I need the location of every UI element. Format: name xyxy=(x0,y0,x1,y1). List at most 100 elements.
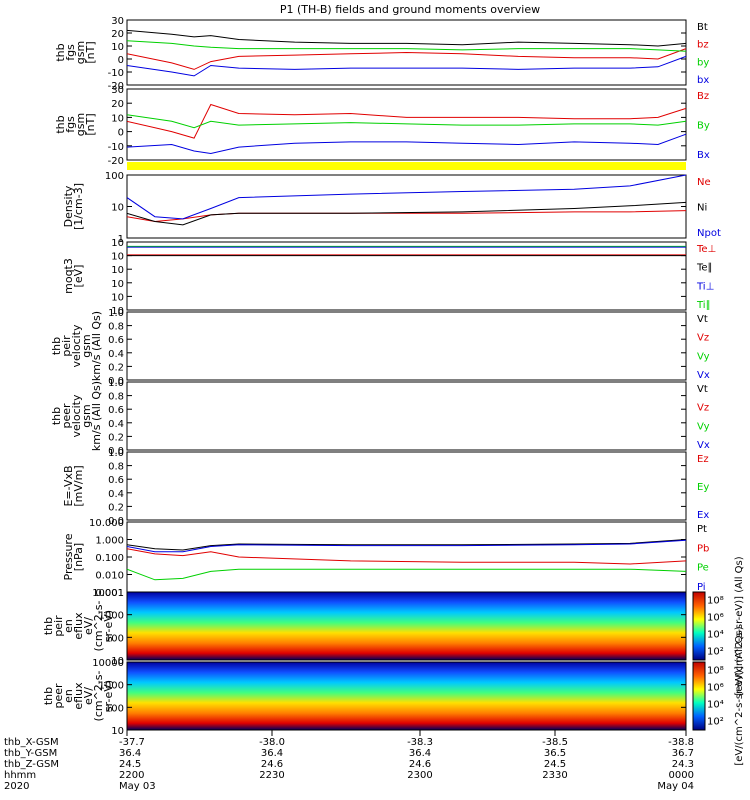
y-tick-label: 0.8 xyxy=(108,322,124,333)
y-label-line: [nT] xyxy=(84,41,97,63)
axis-row-value: -38.8 xyxy=(668,737,694,748)
series-Pe xyxy=(126,568,687,581)
axis-row-value: 36.4 xyxy=(119,748,141,759)
axis-row-value: 24.5 xyxy=(544,759,566,770)
y-tick-label: 0.2 xyxy=(108,432,124,443)
legend-Vz: Vz xyxy=(697,403,709,414)
y-label-line: gsm xyxy=(80,404,93,427)
y-tick-label: 0.4 xyxy=(108,349,124,360)
y-tick-label: -10 xyxy=(108,68,124,79)
legend-Ti∥: Ti∥ xyxy=(696,300,711,311)
bottom-axis: thb_X-GSM -37.7 -38.0 -38.3 -38.5 -38.8 thb_Y-… xyxy=(4,730,694,792)
y-label-line: peer xyxy=(52,683,65,709)
y-label-line: [nT] xyxy=(84,113,97,135)
y-tick-label: 0 xyxy=(118,128,124,139)
y-tick-label: 30 xyxy=(111,16,124,27)
legend-Vy: Vy xyxy=(697,421,710,432)
y-label-line: eflux xyxy=(72,612,85,640)
colorbar: 10⁸ 10⁶ 10⁴ 10² [eV/(cm^2-s-sr-eV)] (All Qs) xyxy=(692,556,745,696)
colorbar: 10⁸ 10⁶ 10⁴ 10² [eV/(cm^2-s-sr-eV)] (All Qs) xyxy=(692,626,745,766)
y-tick-label: 0 xyxy=(118,55,124,66)
y-label-line: thb xyxy=(54,43,67,61)
axis-row-value: 2200 xyxy=(119,770,144,781)
y-tick-label: 10 xyxy=(111,726,124,737)
legend-Bz: Bz xyxy=(697,91,709,102)
axis-row-value: 2230 xyxy=(259,770,284,781)
y-tick-label: 0.4 xyxy=(108,489,124,500)
y-label-line: peer xyxy=(60,403,73,429)
legend-Vz: Vz xyxy=(697,333,709,344)
axis-row-label: thb_X-GSM xyxy=(4,737,59,748)
legend-By: By xyxy=(697,121,710,132)
legend-Pb: Pb xyxy=(697,543,709,554)
y-label-line: peir xyxy=(52,615,65,637)
y-label-line: en xyxy=(62,619,75,633)
legend-Vt: Vt xyxy=(697,384,708,395)
axis-row-label: hhmm xyxy=(4,770,36,781)
series-Bz xyxy=(126,103,687,139)
y-tick-label: 1000 xyxy=(99,681,124,692)
y-axis-label: Density[1/cm-3] xyxy=(62,183,85,230)
y-label-line: thb xyxy=(42,617,55,635)
y-label-line: sr-eV) xyxy=(102,610,115,642)
y-tick-label: 0.0 xyxy=(108,516,124,527)
y-label-line: gsm xyxy=(80,334,93,357)
legend-bz: bz xyxy=(697,40,709,51)
panel-frame xyxy=(126,591,687,661)
y-axis-label: Pressure[nPa] xyxy=(62,533,85,580)
legend-Ex: Ex xyxy=(697,510,709,521)
colorbar-label: [eV/(cm^2-s-sr-eV)] (All Qs) xyxy=(734,626,745,765)
series-by xyxy=(126,40,687,52)
y-label-line: fgs xyxy=(64,44,77,61)
colorbar-label: [eV/(cm^2-s-sr-eV)] (All Qs) xyxy=(734,556,745,695)
y-label-line: thb xyxy=(50,337,63,355)
y-label-line: velocity xyxy=(70,324,83,367)
axis-row-label: 2020 xyxy=(4,781,29,792)
y-label-line: thb xyxy=(42,687,55,705)
legend-Ti⊥: Ti⊥ xyxy=(696,281,714,292)
axis-row-value: -38.3 xyxy=(407,737,433,748)
y-label-line: thb xyxy=(50,407,63,425)
colorbar-tick: 10⁸ xyxy=(707,666,724,677)
y-label-line: (cm^2-s- xyxy=(92,671,105,722)
y-label-line: eV/ xyxy=(82,687,95,705)
axis-row-value: May 03 xyxy=(119,781,156,792)
y-label-line: eV/ xyxy=(82,617,95,635)
y-tick-label: 100 xyxy=(105,703,124,714)
y-tick-label: 1000 xyxy=(99,611,124,622)
legend-Ne: Ne xyxy=(697,177,711,188)
legend-Vt: Vt xyxy=(697,314,708,325)
y-tick-label: 10 xyxy=(111,252,124,263)
y-tick-label: 10 xyxy=(111,656,124,667)
y-label-line: moqt3 xyxy=(62,258,75,294)
series-Bt xyxy=(126,29,687,47)
axis-row-value: 24.6 xyxy=(409,759,431,770)
legend-Vx: Vx xyxy=(697,370,710,381)
y-label-line: peir xyxy=(60,335,73,357)
y-label-line: [nPa] xyxy=(72,543,85,571)
figure-title: P1 (TH-B) fields and ground moments over… xyxy=(280,3,540,16)
panel-peer_eflux: 10⁸ 10⁶ 10⁴ 10² [eV/(cm^2-s-sr-eV)] (All Qs)… xyxy=(42,626,745,765)
series-bx xyxy=(126,55,687,77)
y-tick-label: -20 xyxy=(108,156,124,167)
y-tick-label: 10 xyxy=(111,306,124,317)
y-label-line: Pressure xyxy=(62,533,75,580)
legend-Te∥: Te∥ xyxy=(696,263,713,274)
axis-row-value: 24.5 xyxy=(119,759,141,770)
panel-frame xyxy=(126,19,687,86)
colorbar-tick: 10⁴ xyxy=(707,630,724,641)
y-label-line: eflux xyxy=(72,682,85,710)
panel-frame xyxy=(126,88,687,161)
y-tick-label: 1 xyxy=(118,234,124,245)
legend-Pt: Pt xyxy=(697,524,707,535)
y-tick-label: 10 xyxy=(111,238,124,249)
panel-density: 100 10 1 Density[1/cm-3] Ne Ni Npot xyxy=(62,162,721,245)
spectrogram xyxy=(127,592,686,660)
series-Pi xyxy=(126,539,687,553)
spectrogram xyxy=(127,662,686,730)
y-tick-label: 100 xyxy=(105,633,124,644)
panel-frame xyxy=(126,174,687,239)
